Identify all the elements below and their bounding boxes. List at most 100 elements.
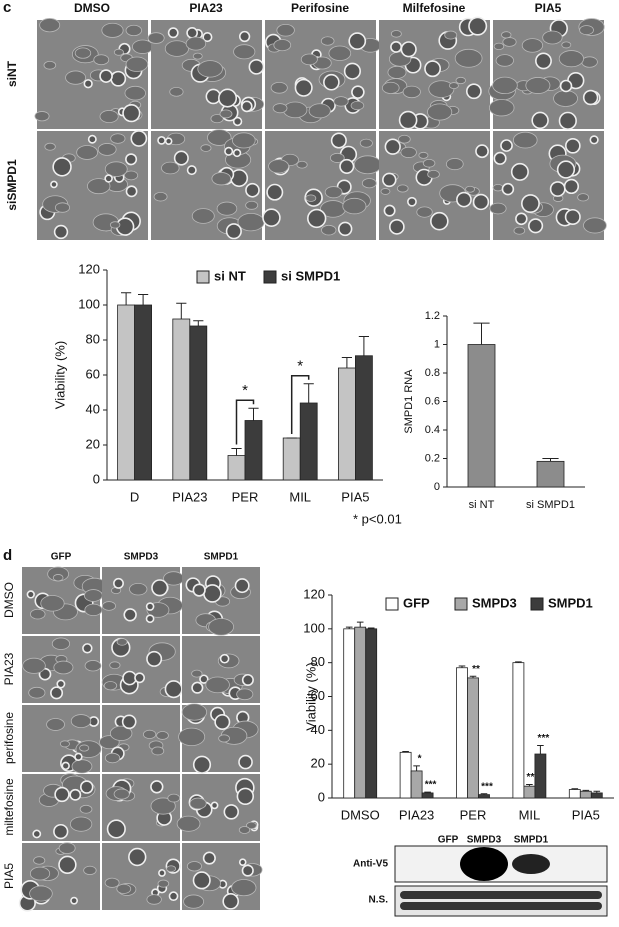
cell [124, 85, 146, 101]
cell [579, 25, 594, 36]
cell [168, 891, 179, 901]
cell [238, 754, 253, 770]
error-bar [424, 791, 431, 793]
error-bar [121, 292, 132, 305]
cell [233, 44, 256, 60]
cell [61, 761, 70, 771]
cell [565, 137, 581, 154]
error-bar [480, 793, 488, 795]
bar [172, 318, 191, 481]
bar [456, 667, 468, 799]
cell [54, 786, 70, 803]
row-label: PIA5 [2, 863, 16, 889]
cell [192, 583, 206, 597]
cell [82, 643, 93, 654]
y-tick-label: 120 [78, 261, 100, 276]
cell [113, 48, 124, 56]
cell [191, 208, 215, 224]
cell [492, 183, 504, 192]
cell [87, 134, 97, 144]
y-tick-label: 0.6 [425, 395, 440, 407]
cell [272, 103, 288, 114]
cell [34, 111, 50, 122]
y-tick-label: 0.2 [425, 452, 440, 464]
cell [343, 62, 361, 80]
cell [454, 48, 483, 68]
legend-label: GFP [403, 595, 430, 610]
significance: *** [481, 781, 493, 792]
cell [515, 212, 528, 226]
y-tick-label: 40 [311, 722, 325, 737]
cell [104, 174, 113, 183]
cell [216, 201, 238, 216]
micrograph [22, 566, 107, 634]
column-label: GFP [51, 552, 72, 563]
cell [348, 32, 367, 51]
cell [79, 804, 93, 814]
cell [203, 584, 222, 603]
cell [84, 603, 103, 617]
cell [125, 153, 138, 166]
cell [52, 157, 72, 177]
cell [445, 158, 464, 171]
cell [121, 714, 137, 730]
bar [523, 785, 536, 799]
cell [84, 660, 102, 672]
cell [224, 146, 234, 156]
y-tick-label: 0 [434, 481, 440, 493]
cell [308, 103, 331, 119]
cell [197, 60, 223, 78]
cell [241, 673, 254, 686]
cell [390, 40, 403, 53]
cell [150, 797, 176, 815]
cell [22, 657, 46, 674]
micrograph [265, 20, 382, 129]
cell [146, 650, 163, 667]
cell [167, 27, 179, 39]
cell [245, 182, 260, 198]
error-bar [582, 789, 590, 792]
cell [104, 161, 128, 177]
cell [455, 76, 466, 85]
blot-row-label: N.S. [369, 895, 389, 906]
cell [387, 65, 407, 79]
error-bar [248, 407, 259, 421]
micrograph [22, 636, 102, 703]
cell [428, 80, 455, 98]
cell [564, 208, 581, 225]
cell [465, 83, 482, 100]
cell [444, 30, 458, 40]
cell [109, 221, 121, 229]
row-label: DMSO [2, 582, 16, 618]
cell [558, 111, 577, 130]
cell [422, 158, 436, 168]
band [512, 854, 550, 874]
band [460, 847, 508, 881]
cell [33, 856, 46, 865]
bar [343, 628, 356, 799]
cell [130, 130, 148, 147]
column-label: Milfefosine [403, 1, 466, 15]
error-bar [402, 750, 409, 753]
column-label: DMSO [74, 1, 110, 15]
cell [210, 801, 219, 810]
band [400, 902, 602, 910]
bar [282, 437, 301, 481]
cell [559, 79, 573, 93]
cell [199, 674, 209, 684]
micrograph [176, 774, 260, 841]
cell [402, 85, 421, 99]
error-bar [358, 336, 369, 356]
cell [124, 170, 139, 181]
bar [579, 790, 592, 799]
column-label: PIA23 [189, 1, 223, 15]
cell [495, 54, 514, 67]
cell [549, 181, 566, 197]
cell [384, 138, 401, 155]
cell [161, 161, 180, 175]
row-label: miltefosine [2, 778, 16, 836]
note: * p<0.01 [353, 511, 402, 526]
cell [542, 30, 563, 45]
x-tick-label: PIA5 [341, 489, 369, 504]
bar [399, 751, 412, 799]
